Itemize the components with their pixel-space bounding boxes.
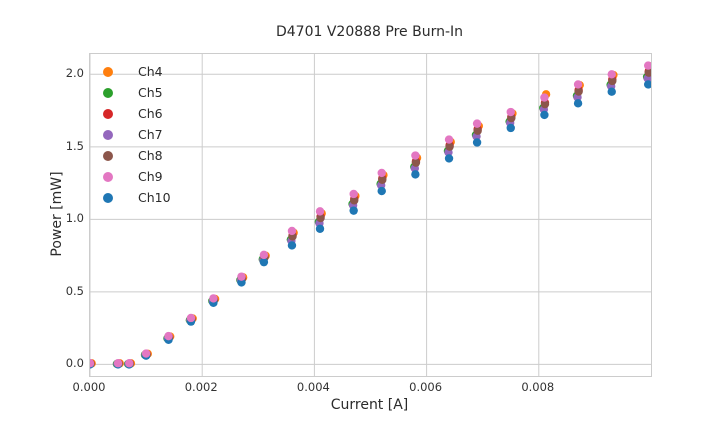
data-point-ch10 xyxy=(506,123,515,133)
y-tick-label: 0.5 xyxy=(65,283,84,298)
legend-entry-ch6: Ch6 xyxy=(99,103,171,124)
data-point-ch8 xyxy=(507,113,516,123)
legend-marker-icon xyxy=(103,150,113,161)
legend-entry-ch8: Ch8 xyxy=(99,145,171,166)
data-point-ch9 xyxy=(377,168,386,178)
legend-marker-icon xyxy=(103,108,113,119)
data-point-ch9 xyxy=(540,93,549,102)
data-point-ch8 xyxy=(445,142,454,151)
data-point-ch9 xyxy=(186,313,196,323)
data-point-ch9 xyxy=(90,359,95,368)
data-point-ch9 xyxy=(573,80,583,89)
data-point-ch8 xyxy=(316,213,325,223)
data-point-ch10 xyxy=(444,154,454,163)
data-point-ch8 xyxy=(411,158,421,167)
plot-area xyxy=(89,53,652,377)
data-point-ch9 xyxy=(643,61,651,70)
x-tick-label: 0.000 xyxy=(72,380,106,394)
data-point-ch9 xyxy=(125,359,134,368)
data-point-ch10 xyxy=(377,186,386,196)
scatter-plot-canvas xyxy=(90,54,651,376)
data-point-ch9 xyxy=(209,294,218,303)
data-point-ch8 xyxy=(540,99,550,109)
data-point-ch10 xyxy=(411,170,420,179)
data-point-ch9 xyxy=(444,135,454,144)
x-axis-label: Current [A] xyxy=(330,397,409,413)
data-point-ch9 xyxy=(349,189,358,199)
data-point-ch10 xyxy=(573,99,583,108)
chart-title: D4701 V20888 Pre Burn-In xyxy=(275,24,464,40)
legend-marker-icon xyxy=(103,192,113,203)
data-point-ch10 xyxy=(607,87,616,96)
legend-entry-ch5: Ch5 xyxy=(99,82,171,103)
x-tick-label: 0.008 xyxy=(521,380,555,394)
legend-label: Ch8 xyxy=(138,148,163,163)
data-point-ch10 xyxy=(643,80,651,89)
legend-marker-icon xyxy=(103,87,113,98)
data-point-ch8 xyxy=(350,196,359,205)
x-tick-label: 0.002 xyxy=(184,380,218,394)
data-point-ch10 xyxy=(349,206,358,215)
data-point-ch8 xyxy=(608,76,617,86)
data-point-ch8 xyxy=(378,175,387,184)
legend-label: Ch7 xyxy=(138,127,163,142)
x-tick-label: 0.006 xyxy=(409,380,443,394)
y-tick-label: 2.0 xyxy=(65,66,84,81)
data-point-ch8 xyxy=(473,126,482,135)
y-tick-label: 0.0 xyxy=(65,356,84,371)
data-point-ch9 xyxy=(237,272,246,281)
data-point-ch9 xyxy=(164,331,173,341)
data-point-ch10 xyxy=(472,138,482,147)
data-point-ch9 xyxy=(506,107,515,117)
data-point-ch9 xyxy=(607,70,616,79)
data-point-ch9 xyxy=(472,119,482,128)
legend-label: Ch10 xyxy=(138,190,171,205)
x-tick-label: 0.004 xyxy=(296,380,330,394)
legend-entry-ch9: Ch9 xyxy=(99,166,171,187)
legend-marker-icon xyxy=(103,66,113,77)
data-point-ch10 xyxy=(315,224,325,233)
data-point-ch8 xyxy=(644,68,651,77)
y-tick-label: 1.5 xyxy=(65,138,84,153)
data-point-ch10 xyxy=(287,241,297,250)
legend-marker-icon xyxy=(103,171,113,182)
legend-entry-ch10: Ch10 xyxy=(99,187,171,208)
data-point-ch9 xyxy=(287,226,297,236)
legend: Ch4 Ch5 Ch6 Ch7 Ch8 Ch9 Ch10 xyxy=(99,61,171,208)
data-point-ch10 xyxy=(237,278,246,287)
data-point-ch9 xyxy=(141,349,151,358)
data-point-ch10 xyxy=(540,110,549,120)
data-point-ch9 xyxy=(259,250,269,260)
data-point-ch10 xyxy=(259,257,269,267)
legend-label: Ch5 xyxy=(138,85,163,100)
legend-label: Ch6 xyxy=(138,106,163,121)
legend-entry-ch7: Ch7 xyxy=(99,124,171,145)
y-tick-label: 1.0 xyxy=(65,211,84,226)
legend-marker-icon xyxy=(103,129,113,140)
data-point-ch9 xyxy=(113,359,123,368)
legend-label: Ch9 xyxy=(138,169,163,184)
legend-entry-ch4: Ch4 xyxy=(99,61,171,82)
data-point-ch9 xyxy=(315,207,325,216)
legend-label: Ch4 xyxy=(138,64,163,79)
data-point-ch9 xyxy=(411,151,420,160)
data-point-ch8 xyxy=(574,87,583,96)
